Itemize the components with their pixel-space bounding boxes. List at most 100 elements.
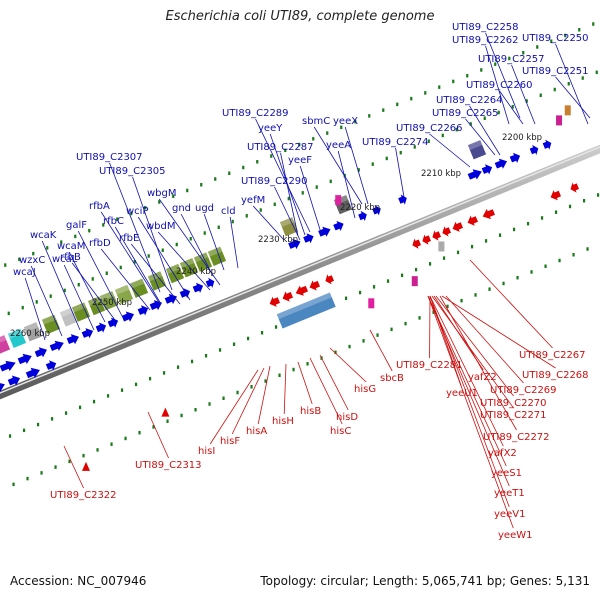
feature-marker — [438, 241, 445, 252]
leader-line — [427, 295, 514, 529]
leader-line — [429, 295, 510, 508]
track-dot — [390, 327, 393, 332]
forward-gene-arrow — [137, 305, 149, 316]
forward-gene-arrow — [7, 375, 21, 386]
feature-marker — [556, 115, 563, 126]
reverse-gene-arrow — [269, 296, 280, 307]
feature-block — [0, 334, 11, 356]
track-dot — [554, 210, 558, 214]
gene-labels: UTI89_C2258 UTI89_C2262 UTI89_C2250 UTI89_C… — [13, 22, 589, 541]
reverse-gene-label: UTI89_C2270 — [480, 398, 547, 409]
track-dot — [540, 216, 544, 220]
forward-gene-label: cld — [221, 206, 236, 217]
leader-line — [157, 231, 211, 291]
track-dot — [106, 394, 110, 398]
leader-line — [465, 118, 496, 156]
track-dot — [147, 254, 150, 258]
track-dot — [578, 28, 581, 32]
track-dot — [306, 362, 309, 366]
track-dot — [222, 396, 225, 400]
forward-gene-arrow — [318, 226, 331, 237]
track-dot — [130, 211, 133, 216]
track-dot — [474, 293, 477, 297]
forward-gene-label: UTI89_C2262 — [452, 35, 519, 46]
track-dot — [256, 160, 259, 164]
track-dot — [340, 125, 343, 130]
forward-gene-label: UTI89_C2251 — [522, 66, 589, 77]
forward-gene-arrow — [121, 311, 134, 322]
leader-line — [299, 165, 323, 237]
reverse-gene-label: sbcB — [380, 373, 404, 384]
leader-line — [319, 354, 349, 411]
reverse-gene-arrow — [467, 215, 478, 226]
reverse-gene-arrow — [282, 291, 293, 302]
forward-gene-label: wcaK — [30, 230, 57, 241]
feature-block — [467, 139, 487, 161]
leader-line — [429, 295, 504, 447]
reverse-gene-arrow — [161, 407, 170, 417]
track-dot — [120, 388, 124, 392]
track-dot — [460, 298, 463, 303]
reverse-gene-label: yeeU1 — [446, 388, 478, 399]
track-dot — [189, 237, 192, 241]
forward-gene-label: rfbE — [119, 233, 139, 244]
track-dot — [124, 436, 127, 441]
leader-line — [231, 367, 265, 435]
leader-line — [30, 265, 63, 337]
map-title: Escherichia coli UTI89, complete genome — [165, 9, 435, 24]
kbp-label: 2220 kbp — [340, 203, 380, 213]
accession-text: Accession: NC_007946 — [10, 574, 147, 588]
track-dot — [508, 56, 511, 61]
leader-line — [229, 216, 239, 269]
forward-gene-arrow — [303, 233, 314, 244]
forward-gene-arrow — [0, 360, 16, 372]
track-dot — [4, 263, 7, 267]
track-dot — [214, 177, 217, 181]
track-dot — [284, 148, 287, 153]
track-dot — [175, 242, 178, 247]
reverse-gene-label: UTI89_C2268 — [522, 370, 589, 381]
track-dot — [186, 188, 189, 193]
leader-line — [274, 186, 301, 241]
track-dot — [217, 225, 220, 230]
reverse-gene-label: hisF — [220, 436, 240, 447]
kbp-label: 2230 kbp — [258, 235, 298, 245]
forward-gene-label: UTI89_C2266 — [396, 123, 463, 134]
leader-line — [435, 295, 514, 397]
leader-line — [203, 213, 225, 271]
track-dot — [63, 288, 66, 293]
track-dot — [418, 316, 421, 320]
track-dot — [400, 273, 404, 278]
reverse-gene-label: yeeS1 — [491, 468, 522, 479]
feature-block — [147, 270, 167, 292]
track-dot — [442, 256, 446, 260]
track-dot — [74, 234, 77, 239]
track-dot — [54, 465, 57, 469]
reverse-gene-label: UTI89_C2322 — [50, 490, 117, 501]
track-dot — [428, 262, 432, 266]
track-dot — [134, 382, 138, 387]
track-dot — [567, 82, 570, 86]
leader-line — [511, 64, 536, 125]
kbp-label: 2210 kbp — [421, 169, 461, 179]
track-dot — [105, 271, 108, 275]
track-dot — [35, 300, 38, 304]
forward-gene-label: yeeF — [288, 155, 312, 166]
track-dot — [49, 294, 52, 298]
leader-line — [329, 347, 367, 383]
forward-gene-arrow — [149, 300, 162, 311]
reverse-gene-arrow — [442, 226, 451, 237]
leader-line — [309, 357, 343, 425]
forward-gene-label: wcaL — [52, 254, 78, 265]
track-dot — [385, 156, 388, 161]
kbp-label: 2250 kbp — [92, 298, 132, 308]
forward-gene-label: gnd — [172, 203, 191, 214]
reverse-gene-label: hisG — [354, 384, 376, 395]
leader-line — [41, 240, 81, 331]
forward-gene-arrow — [25, 367, 40, 379]
track-dot — [264, 379, 267, 383]
leader-line — [130, 243, 181, 305]
forward-gene-label: galF — [66, 220, 87, 231]
track-dot — [488, 287, 491, 291]
